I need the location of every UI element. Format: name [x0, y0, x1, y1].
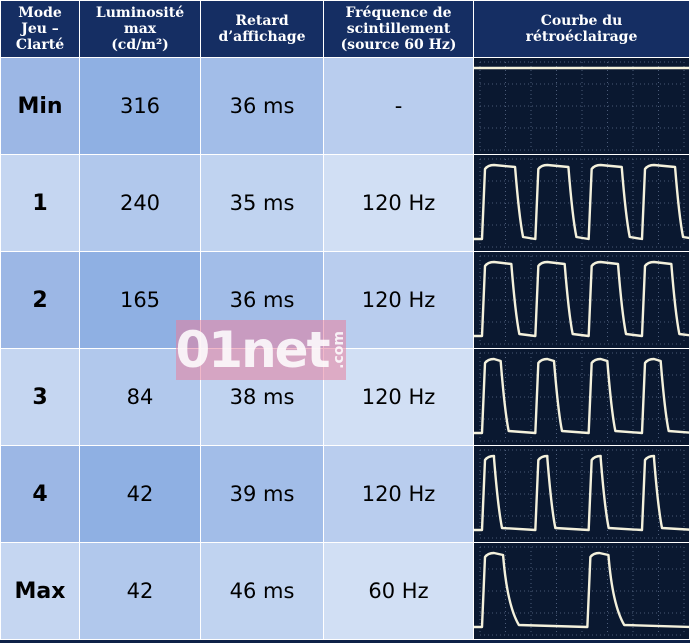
oscilloscope-trace — [474, 58, 689, 154]
latency-cell: 39 ms — [201, 446, 324, 543]
oscilloscope-trace — [474, 252, 689, 348]
header-flicker: Fréquence de scintillement (source 60 Hz… — [324, 0, 474, 58]
luminance-cell: 165 — [80, 252, 201, 349]
waveform-cell — [474, 543, 690, 640]
table-row: 1 240 35 ms 120 Hz — [0, 155, 690, 252]
luminance-cell: 42 — [80, 543, 201, 640]
waveform-cell — [474, 252, 690, 349]
flicker-cell: 60 Hz — [324, 543, 474, 640]
scope-screen — [474, 155, 689, 251]
luminance-cell: 42 — [80, 446, 201, 543]
flicker-cell: 120 Hz — [324, 155, 474, 252]
waveform-cell — [474, 446, 690, 543]
scope-screen — [474, 252, 689, 348]
latency-cell: 46 ms — [201, 543, 324, 640]
waveform-cell — [474, 155, 690, 252]
header-mode: Mode Jeu – Clarté — [0, 0, 80, 58]
flicker-cell: 120 Hz — [324, 252, 474, 349]
waveform-cell — [474, 349, 690, 446]
latency-cell: 36 ms — [201, 252, 324, 349]
table-row: Max 42 46 ms 60 Hz — [0, 543, 690, 640]
trace-line — [474, 260, 689, 338]
header-luminance: Luminosité max (cd/m²) — [80, 0, 201, 58]
flicker-cell: - — [324, 58, 474, 155]
flicker-cell: 120 Hz — [324, 349, 474, 446]
trace-line — [474, 551, 689, 629]
mode-cell: 2 — [0, 252, 80, 349]
oscilloscope-trace — [474, 155, 689, 251]
scope-screen — [474, 543, 689, 639]
table-row: Min 316 36 ms - — [0, 58, 690, 155]
mode-cell: 1 — [0, 155, 80, 252]
mode-cell: 4 — [0, 446, 80, 543]
table-row: 4 42 39 ms 120 Hz — [0, 446, 690, 543]
mode-cell: 3 — [0, 349, 80, 446]
table-row: 3 84 38 ms 120 Hz — [0, 349, 690, 446]
mode-cell: Min — [0, 58, 80, 155]
flicker-cell: 120 Hz — [324, 446, 474, 543]
latency-cell: 38 ms — [201, 349, 324, 446]
oscilloscope-trace — [474, 349, 689, 445]
header-row: Mode Jeu – Clarté Luminosité max (cd/m²)… — [0, 0, 690, 58]
luminance-cell: 84 — [80, 349, 201, 446]
trace-line — [474, 163, 689, 241]
waveform-cell — [474, 58, 690, 155]
scope-screen — [474, 58, 689, 154]
trace-line — [474, 454, 689, 532]
luminance-cell: 316 — [80, 58, 201, 155]
luminance-cell: 240 — [80, 155, 201, 252]
mode-cell: Max — [0, 543, 80, 640]
latency-cell: 35 ms — [201, 155, 324, 252]
header-latency: Retard d’affichage — [201, 0, 324, 58]
oscilloscope-trace — [474, 543, 689, 639]
oscilloscope-trace — [474, 446, 689, 542]
trace-line — [474, 357, 689, 435]
header-waveform: Courbe du rétroéclairage — [474, 0, 690, 58]
scope-screen — [474, 349, 689, 445]
table-row: 2 165 36 ms 120 Hz — [0, 252, 690, 349]
latency-cell: 36 ms — [201, 58, 324, 155]
